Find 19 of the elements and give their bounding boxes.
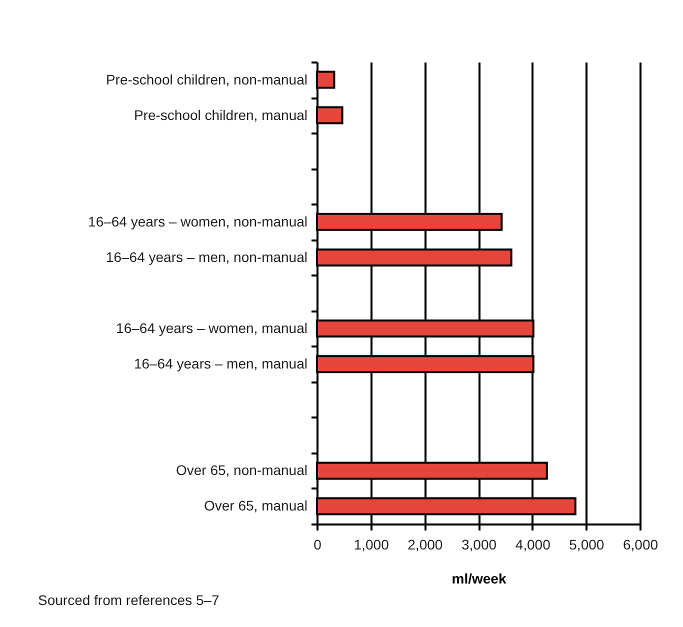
y-tick-label: 16–64 years – women, non-manual [88,213,308,230]
text: Sourced from references 5–7 [38,592,220,608]
y-tick-label: 16–64 years – men, non-manual [106,248,308,265]
x-tick-label: 3,000 [461,536,497,552]
x-tick-label: 1,000 [354,536,390,552]
x-tick-label: 4,000 [515,536,551,552]
y-tick-label: Over 65, manual [204,498,308,514]
x-axis-title: ml/week [452,570,506,586]
y-tick-label: Pre-school children, non-manual [106,71,308,88]
x-tick-label: 0 [314,536,322,552]
bar [316,70,336,89]
y-tick-label: Pre-school children, manual [134,106,308,123]
x-tick-label: 2,000 [408,536,443,552]
x-tick-label: 6,000 [622,536,658,552]
y-tick-label: 16–64 years – men, manual [134,356,308,372]
x-tick-label: 5,000 [569,536,604,552]
y-tick-label: 16–64 years – women, manual [116,320,308,336]
bar [316,106,344,124]
y-tick-label: Over 65, non-manual [176,462,308,478]
